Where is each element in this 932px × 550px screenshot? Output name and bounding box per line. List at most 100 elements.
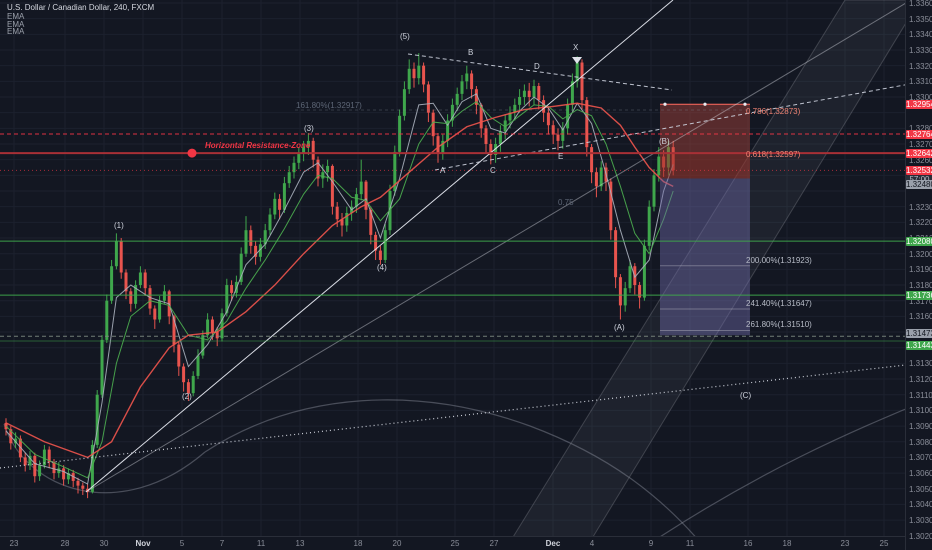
candle-body	[666, 147, 670, 168]
candle-body	[556, 134, 560, 141]
candle-body	[244, 230, 248, 254]
short-zone-red[interactable]	[660, 104, 750, 179]
main-uptrend[interactable]	[85, 0, 674, 493]
zone-handle[interactable]	[703, 102, 707, 106]
arrow-down-marker[interactable]	[572, 57, 582, 64]
triangle-upper-dashed[interactable]	[407, 53, 673, 91]
candle-body	[623, 288, 627, 306]
candle-body	[38, 465, 42, 477]
candle-body	[138, 272, 142, 286]
price-axis[interactable]: 1.33600 1.33500 1.33400 1.33300 1.33200 1.331…	[905, 0, 932, 550]
candle-body	[614, 230, 618, 278]
candle-body	[465, 73, 469, 82]
bar-countdown: 57:00	[906, 175, 932, 185]
candle-body	[201, 335, 205, 356]
candle-body	[239, 253, 243, 282]
ema-line-slow[interactable]	[5, 102, 674, 459]
price-tick: 1.32300	[909, 202, 932, 212]
candle-body	[90, 444, 94, 492]
price-tick: 1.32200	[909, 218, 932, 228]
time-axis[interactable]: 23 28 30 Nov 5 7 11 13 18 20 25 27 Dec 4 9 11 16 18 23 25	[0, 536, 905, 550]
resistance-dot[interactable]	[187, 148, 197, 158]
price-tick: 1.33000	[909, 92, 932, 102]
candle-body	[114, 241, 118, 267]
candle-body	[599, 167, 603, 187]
price-label-1.31473[interactable]: 1.31473	[906, 329, 932, 339]
price-tick: 1.32700	[909, 140, 932, 149]
candle-body	[335, 206, 339, 220]
time-tick-9: 9	[648, 539, 654, 548]
candle-body	[177, 344, 181, 367]
indicator-ema-3[interactable]: EMA	[7, 27, 25, 36]
candle-body	[62, 468, 66, 480]
candle-body	[249, 230, 253, 246]
price-tick: 1.32000	[909, 249, 932, 259]
candle-body	[470, 73, 474, 90]
indicator-ema-2[interactable]: EMA	[7, 19, 25, 29]
price-label-1.32954[interactable]: 1.32954	[906, 100, 932, 110]
price-label-1.32532[interactable]: 1.32532	[906, 166, 932, 176]
candle-body	[542, 100, 546, 113]
candle-body	[326, 165, 330, 173]
time-tick-7: 7	[219, 539, 225, 548]
candle-body	[618, 277, 622, 306]
price-label-1.32642[interactable]: 1.32642	[906, 149, 932, 159]
dotted-baseline[interactable]	[0, 361, 932, 469]
price-label-1.31736[interactable]: 1.31736	[906, 291, 932, 301]
zone-handle[interactable]	[663, 102, 667, 106]
candle-body	[460, 81, 464, 94]
price-label-1.32764[interactable]: 1.32764	[906, 129, 932, 139]
candle-body	[455, 93, 459, 105]
candle-body	[566, 104, 570, 129]
ema-line-fast[interactable]	[5, 93, 674, 485]
time-tick-23: 23	[840, 539, 850, 548]
candle-body	[393, 151, 397, 192]
symbol-title[interactable]: U.S. Dollar / Canadian Dollar, 240, FXCM	[7, 3, 155, 12]
candle-body	[575, 62, 579, 82]
triangle-lower-dashed[interactable]	[434, 79, 932, 171]
candle-body	[412, 68, 416, 79]
cycle-arc[interactable]	[204, 399, 701, 543]
fan-075[interactable]	[85, 0, 912, 493]
candle-body	[494, 144, 498, 155]
candle-body	[148, 288, 152, 309]
candle-body	[215, 332, 219, 339]
price-tick: 1.30300	[909, 516, 932, 526]
price-label-1.32080[interactable]: 1.32080	[906, 237, 932, 247]
candle-body	[162, 291, 166, 301]
price-tick: 1.33600	[909, 0, 932, 8]
price-tick: 1.31700	[909, 296, 932, 306]
price-tick: 1.31200	[909, 375, 932, 385]
candle-body	[580, 62, 584, 101]
zone-handle[interactable]	[743, 102, 747, 106]
indicator-ema-1[interactable]: EMA	[7, 12, 25, 21]
candle-body	[436, 136, 440, 154]
candle-body	[609, 181, 613, 231]
candle-body	[153, 308, 157, 320]
candle-body	[172, 316, 176, 345]
price-tick: 1.30700	[909, 453, 932, 463]
candle-body	[18, 438, 22, 458]
candle-body	[407, 68, 411, 90]
price-label-1.32480[interactable]: 1.32480	[906, 180, 932, 190]
ema-line-mid[interactable]	[5, 101, 674, 479]
cycle-arc[interactable]	[639, 397, 932, 550]
candle-body	[527, 90, 531, 97]
candle-body	[52, 462, 56, 474]
price-label-1.31443[interactable]: 1.31443	[906, 340, 932, 350]
candle-body	[230, 285, 234, 293]
time-tick-18: 18	[782, 539, 792, 548]
candle-body	[628, 266, 632, 289]
candle-body	[225, 285, 229, 314]
candle-body	[210, 319, 214, 333]
candle-body	[33, 455, 37, 477]
price-tick: 1.30900	[909, 422, 932, 432]
trend-channel-band[interactable]	[504, 0, 921, 550]
candle-body	[124, 272, 128, 292]
candle-body	[489, 144, 493, 155]
time-tick-Nov: Nov	[135, 539, 151, 548]
target-zone-purple[interactable]	[660, 178, 750, 336]
price-tick: 1.30400	[909, 500, 932, 510]
